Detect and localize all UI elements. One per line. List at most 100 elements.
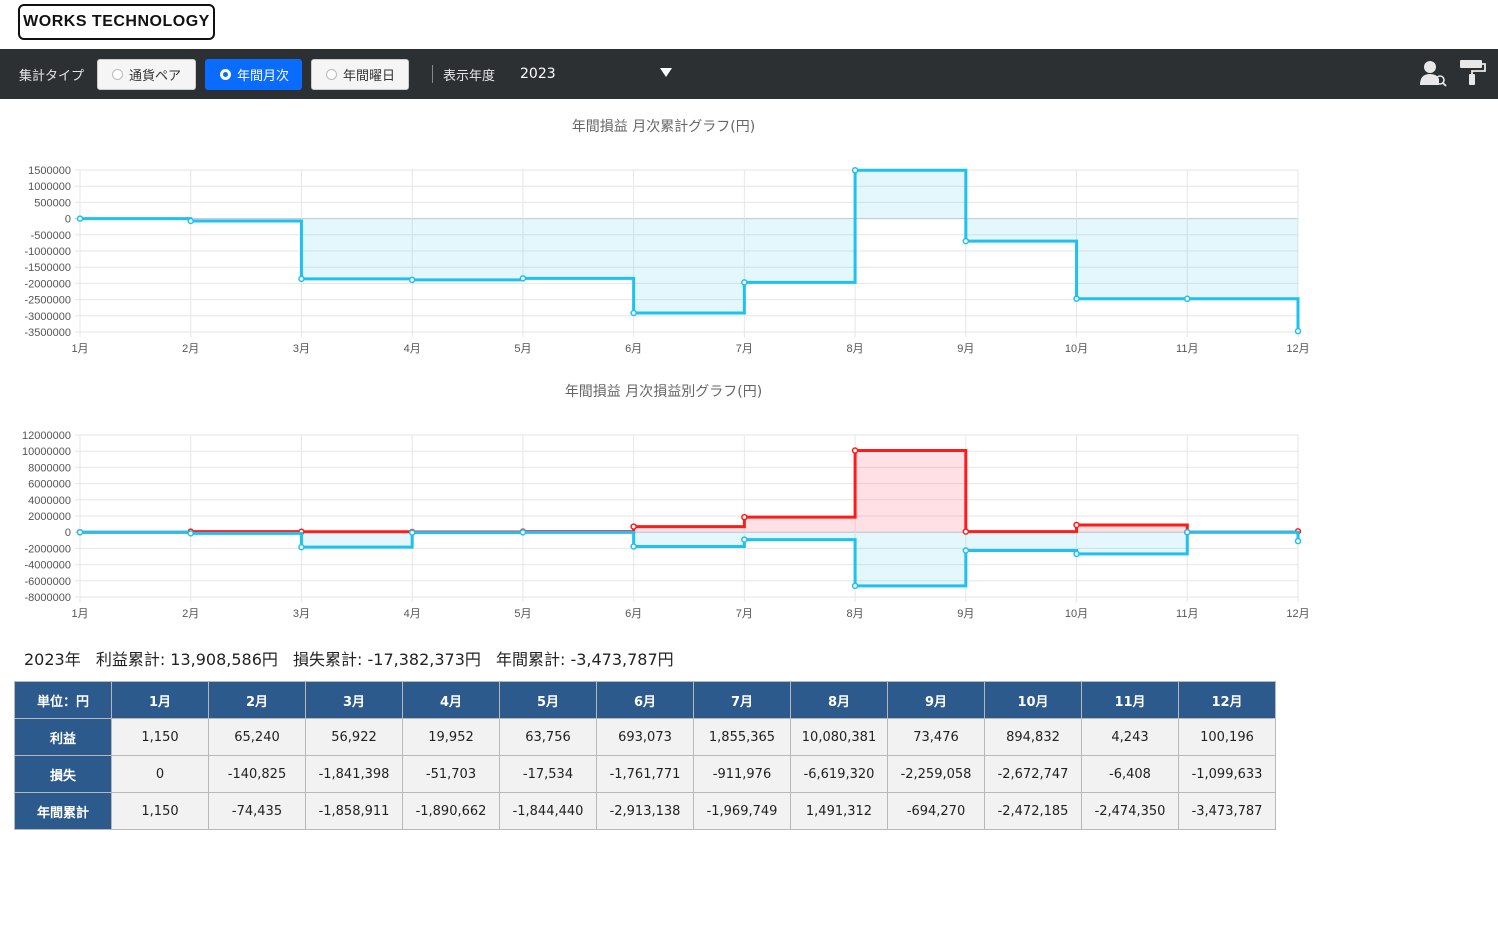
x-tick-label: 2月 [182, 608, 199, 620]
table-row: 年間累計 1,150 -74,435 -1,858,911 -1,890,662 -1,8… [14, 792, 1276, 830]
x-tick-label: 10月 [1065, 343, 1088, 355]
x-tick-label: 8月 [847, 608, 864, 620]
table-cell: -74,435 [208, 792, 306, 830]
table-cell: -911,976 [693, 755, 791, 793]
data-point [408, 276, 416, 284]
table-cell: -1,844,440 [499, 792, 597, 830]
monthly-table: 単位：円 1月 2月 3月 4月 5月 6月 7月 8月 9月 10月 11月 12月 利益 1,150… [14, 681, 1276, 830]
summary-year: 2023年 [24, 650, 81, 669]
option-label: 年間曜日 [343, 69, 396, 84]
cumulative-chart: 1500000 1000000 500000 0 -500000 -1000000 -150… [25, 165, 1310, 355]
data-point [851, 167, 859, 174]
table-cell: 4,243 [1081, 718, 1179, 756]
table-cell: -2,474,350 [1081, 792, 1179, 830]
x-tick-label: 7月 [736, 608, 753, 620]
data-point [630, 523, 637, 530]
x-tick-label: 11月 [1176, 343, 1198, 355]
option-annual-monthly[interactable]: 年間月次 [205, 59, 302, 90]
table-row: 利益 1,150 65,240 56,922 19,952 63,756 693,073 1,… [14, 718, 1276, 756]
x-tick-label: 9月 [957, 608, 974, 620]
y-tick-label: -1000000 [25, 246, 72, 258]
option-annual-weekday[interactable]: 年間曜日 [311, 59, 409, 90]
summary-loss: 損失累計: -17,382,373円 [293, 650, 481, 669]
x-tick-label: 2月 [182, 343, 199, 355]
table-cell: 73,476 [887, 718, 985, 756]
y-tick-label: -3000000 [25, 311, 72, 323]
monthly-chart: 12000000 10000000 8000000 6000000 4000000 200… [22, 430, 1310, 620]
table-cell: -2,913,138 [596, 792, 694, 830]
x-tick-label: 11月 [1176, 608, 1198, 620]
table-cell: -694,270 [887, 792, 985, 830]
y-tick-label: -500000 [31, 230, 71, 242]
table-cell: 19,952 [402, 718, 500, 756]
y-tick-label: 2000000 [28, 511, 71, 523]
x-tick-label: 5月 [514, 343, 531, 355]
table-cell: -2,672,747 [984, 755, 1082, 793]
table-cell: 63,756 [499, 718, 597, 756]
table-cell: -2,259,058 [887, 755, 985, 793]
table-cell: 1,855,365 [693, 718, 791, 756]
y-tick-label: 10000000 [22, 446, 71, 458]
x-tick-label: 3月 [293, 343, 310, 355]
table-cell: 65,240 [208, 718, 306, 756]
y-tick-label: -2000000 [25, 278, 72, 290]
data-point [1073, 295, 1080, 302]
x-tick-label: 6月 [625, 343, 642, 355]
data-point [519, 529, 527, 536]
data-point [519, 275, 527, 282]
cumulative-chart-title: 年間損益 月次累計グラフ(円) [571, 119, 756, 135]
x-tick-label: 4月 [404, 343, 421, 355]
y-tick-label: 0 [65, 214, 71, 226]
x-tick-label: 7月 [736, 343, 753, 355]
month-header: 9月 [887, 681, 985, 719]
series-line [80, 168, 1300, 332]
y-tick-label: -3500000 [25, 327, 72, 339]
y-tick-label: 0 [65, 527, 71, 539]
data-point [408, 529, 416, 536]
month-header: 6月 [596, 681, 694, 719]
radio-icon [220, 69, 231, 80]
table-cell: 1,150 [111, 792, 209, 830]
row-header: 損失 [14, 755, 112, 793]
data-point [187, 217, 194, 225]
data-point [630, 543, 637, 550]
y-tick-label: 1500000 [28, 165, 71, 177]
series-area [80, 450, 1298, 533]
y-tick-label: 1000000 [28, 181, 71, 193]
table-cell: -1,858,911 [305, 792, 403, 830]
monthly-chart-title: 年間損益 月次損益別グラフ(円) [564, 384, 763, 400]
user-search-icon[interactable] [1419, 59, 1447, 87]
table-cell: -17,534 [499, 755, 597, 793]
paint-roller-icon[interactable] [1458, 58, 1486, 86]
logo[interactable]: WORKS TECHNOLOGY [18, 4, 215, 40]
summary-profit: 利益累計: 13,908,586円 [95, 650, 278, 669]
month-header: 12月 [1178, 681, 1276, 719]
option-currency-pair[interactable]: 通貨ペア [97, 59, 196, 90]
data-point [851, 582, 859, 590]
data-point [741, 279, 748, 286]
y-tick-label: -6000000 [25, 576, 72, 588]
month-header: 7月 [693, 681, 791, 719]
table-cell: 56,922 [305, 718, 403, 756]
series-area [80, 532, 1298, 586]
data-point [630, 309, 637, 317]
data-point [1073, 550, 1080, 558]
dropdown-arrow-icon [660, 68, 672, 77]
y-tick-label: 12000000 [22, 430, 71, 442]
month-header: 4月 [402, 681, 500, 719]
table-cell: 693,073 [596, 718, 694, 756]
x-tick-label: 1月 [71, 343, 88, 355]
x-tick-label: 1月 [71, 608, 88, 620]
data-point [1184, 529, 1191, 536]
table-row: 損失 0 -140,825 -1,841,398 -51,703 -17,534 -1,76… [14, 755, 1276, 793]
divider [432, 65, 433, 83]
data-point [741, 536, 748, 543]
data-point [76, 528, 84, 536]
data-point [298, 543, 305, 551]
table-cell: 1,150 [111, 718, 209, 756]
month-header: 8月 [790, 681, 888, 719]
year-select[interactable]: 2023 [514, 62, 674, 86]
table-cell: -1,890,662 [402, 792, 500, 830]
x-tick-label: 8月 [847, 343, 864, 355]
row-header: 利益 [14, 718, 112, 756]
